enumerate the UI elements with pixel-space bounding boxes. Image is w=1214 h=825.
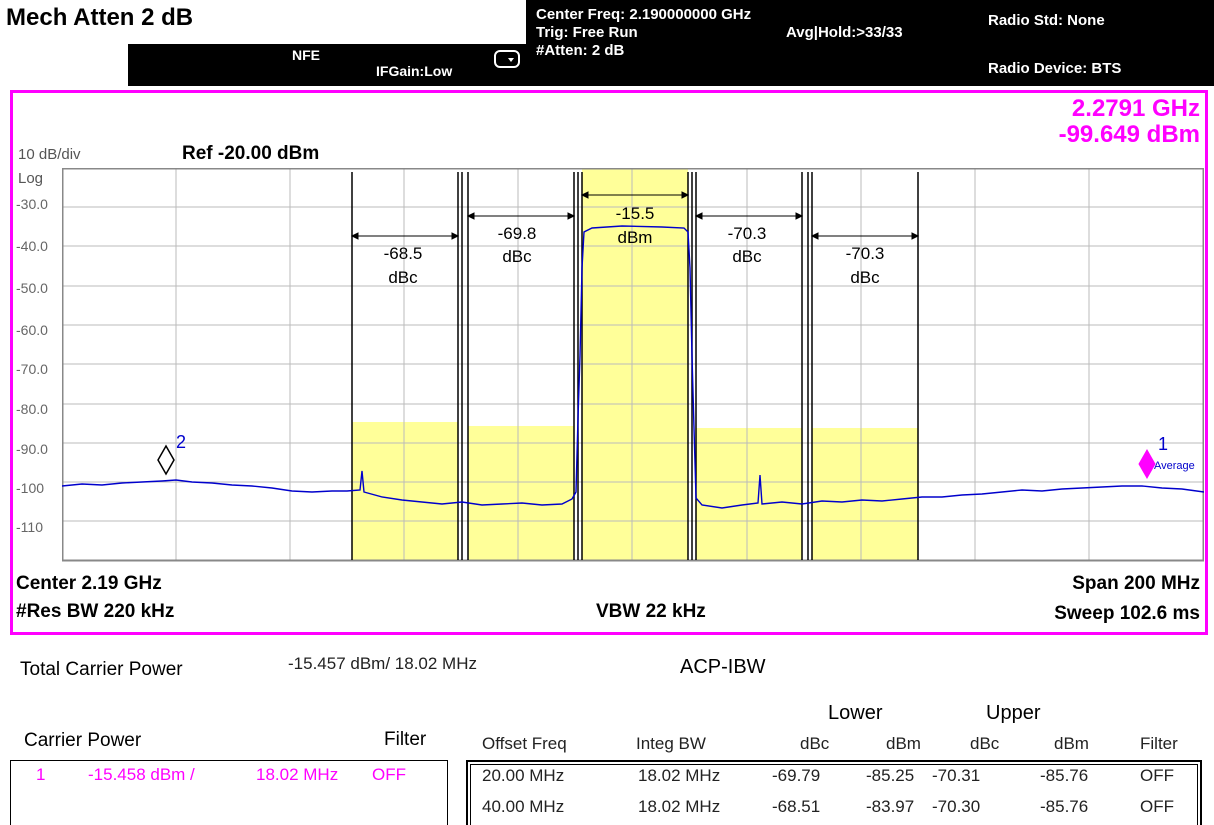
marker-2-label: 2 <box>176 432 187 452</box>
upper-channel-band-1 <box>696 428 802 560</box>
center-freq-label[interactable]: Center 2.19 GHz <box>16 573 162 594</box>
acp-table-inner <box>470 764 1198 825</box>
upper-header: Upper <box>986 702 1041 724</box>
nfe-label: NFE <box>292 47 320 63</box>
carrier-index: 1 <box>36 765 46 784</box>
res-bw-label[interactable]: #Res BW 220 kHz <box>16 601 175 622</box>
channel-width-arrows <box>350 191 920 240</box>
spectrum-plot[interactable] <box>62 168 1204 568</box>
y-tick-label: -100 <box>16 480 45 496</box>
header-dark-panel <box>128 44 526 86</box>
acp-cell: -85.76 <box>1040 766 1089 785</box>
lower-channel-band-2 <box>352 422 458 560</box>
spectrum-trace <box>62 225 1204 509</box>
channel-boundaries <box>351 172 919 560</box>
upper-channel-band-2 <box>812 428 918 560</box>
y-tick-label: -80.0 <box>16 401 48 417</box>
radio-std-status: Radio Std: None <box>988 12 1105 29</box>
lower-header: Lower <box>828 702 883 724</box>
col-lower-dbm: dBm <box>886 734 921 753</box>
center-freq-status: Center Freq: 2.190000000 GHz <box>536 6 752 23</box>
marker-1-icon <box>1138 448 1156 480</box>
acp-cell: -70.31 <box>932 766 981 785</box>
acp-cell: -85.25 <box>866 766 915 785</box>
y-tick-label: -110 <box>16 519 43 535</box>
total-carrier-power-label: Total Carrier Power <box>20 659 183 680</box>
header-mid-panel: Center Freq: 2.190000000 GHz Trig: Free … <box>526 0 974 86</box>
acp-cell: 18.02 MHz <box>638 766 721 785</box>
y-tick-label: -90.0 <box>16 441 48 457</box>
lower1-unit: dBc <box>502 247 532 266</box>
upper1-unit: dBc <box>732 247 762 266</box>
marker-2-icon <box>157 444 175 476</box>
ifgain-label: IFGain:Low <box>376 63 453 79</box>
acp-title: ACP-IBW <box>680 656 766 678</box>
carrier-power-header: Carrier Power <box>24 730 142 751</box>
radio-device-status: Radio Device: BTS <box>988 60 1122 77</box>
status-header: Mech Atten 2 dB NFE IFGain:Low Center Fr… <box>0 0 1214 86</box>
lower2-value: -68.5 <box>383 244 423 263</box>
upper2-value: -70.3 <box>845 244 885 263</box>
upper1-value: -70.3 <box>727 224 767 243</box>
marker-freq-readout: 2.2791 GHz <box>1071 95 1200 122</box>
carrier-filter-value: OFF <box>372 765 406 784</box>
total-carrier-power-value: -15.457 dBm/ 18.02 MHz <box>288 654 477 673</box>
upper2-unit: dBc <box>850 268 880 287</box>
marker-level-readout: -99.649 dBm <box>1058 121 1200 148</box>
mech-atten-label: Mech Atten 2 dB <box>6 4 194 31</box>
scale-per-div: 10 dB/div <box>18 146 81 163</box>
header-right-panel: Radio Std: None Radio Device: BTS <box>974 0 1214 86</box>
spectrum-frame <box>10 90 1208 635</box>
avg-hold-status: Avg|Hold:>33/33 <box>786 24 903 41</box>
acp-cell: -68.51 <box>772 797 821 816</box>
y-tick-label: -60.0 <box>16 322 48 338</box>
atten-status: #Atten: 2 dB <box>536 42 625 59</box>
main-unit: dBm <box>617 228 653 247</box>
col-upper-dbc: dBc <box>970 734 1000 753</box>
col-offset-freq: Offset Freq <box>482 734 567 753</box>
marker-1-note: Average <box>1154 460 1195 472</box>
lower1-value: -69.8 <box>497 224 537 243</box>
acp-cell: -69.79 <box>772 766 821 785</box>
acp-table <box>466 760 1202 825</box>
col-filter: Filter <box>1140 734 1178 753</box>
y-tick-label: -50.0 <box>16 280 48 296</box>
y-tick-label: -30.0 <box>16 196 48 212</box>
acp-cell: OFF <box>1140 766 1174 785</box>
vbw-label[interactable]: VBW 22 kHz <box>596 601 706 622</box>
lower-channel-band-1 <box>468 426 574 560</box>
main-value: -15.5 <box>615 204 655 223</box>
col-integ-bw: Integ BW <box>636 734 706 753</box>
col-upper-dbm: dBm <box>1054 734 1089 753</box>
marker-1-label: 1 <box>1158 434 1169 454</box>
acp-cell: OFF <box>1140 797 1174 816</box>
graticule <box>62 168 1204 560</box>
y-tick-label: -70.0 <box>16 361 48 377</box>
carrier-bw-value: 18.02 MHz <box>256 765 339 784</box>
y-tick-label: -40.0 <box>16 238 48 254</box>
ref-level[interactable]: Ref -20.00 dBm <box>182 143 320 164</box>
sweep-label[interactable]: Sweep 102.6 ms <box>1054 603 1200 624</box>
acp-cell: 18.02 MHz <box>638 797 721 816</box>
plot-border <box>62 168 1204 562</box>
acp-cell: 40.00 MHz <box>482 797 565 816</box>
carrier-power-table <box>10 760 448 825</box>
span-label[interactable]: Span 200 MHz <box>1072 573 1200 594</box>
scale-mode: Log <box>18 170 44 187</box>
acp-cell: -70.30 <box>932 797 981 816</box>
col-lower-dbc: dBc <box>800 734 830 753</box>
acp-cell: -85.76 <box>1040 797 1089 816</box>
acp-cell: -83.97 <box>866 797 915 816</box>
carrier-power-value: -15.458 dBm / <box>88 765 195 784</box>
lower2-unit: dBc <box>388 268 418 287</box>
filter-header: Filter <box>384 729 427 750</box>
loop-icon <box>494 50 520 68</box>
acp-cell: 20.00 MHz <box>482 766 565 785</box>
trig-status: Trig: Free Run <box>536 24 638 41</box>
